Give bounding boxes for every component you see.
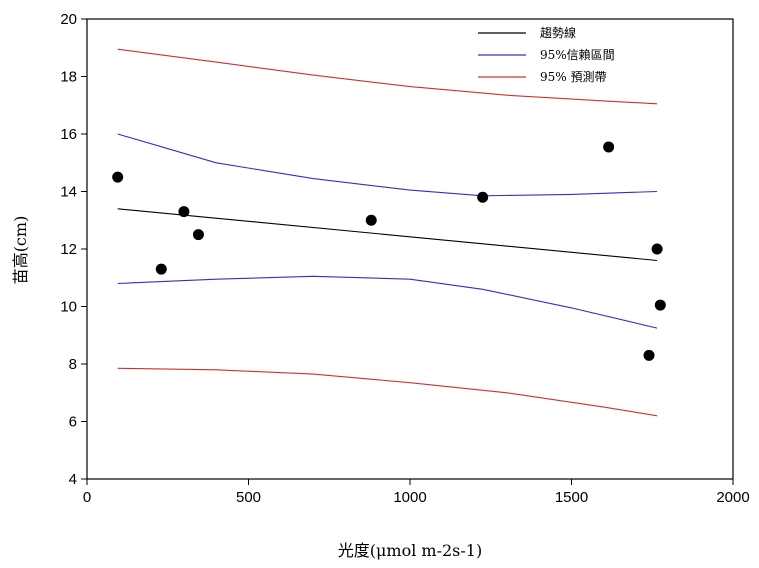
x-tick-label: 2000: [716, 489, 749, 506]
plot-frame: [86, 18, 734, 480]
data-point: [643, 349, 655, 361]
data-point: [603, 141, 615, 153]
series-3-lower-line: [117, 367, 658, 417]
data-point: [365, 214, 377, 226]
y-tick-label: 12: [60, 241, 77, 258]
data-point: [477, 191, 489, 203]
data-point: [654, 299, 666, 311]
y-tick-label: 4: [69, 471, 77, 488]
legend-label: 95% 預測帶: [540, 70, 607, 84]
x-tick-label: 1500: [555, 489, 588, 506]
data-point: [155, 263, 167, 275]
data-point: [178, 206, 190, 218]
x-tick-label: 0: [83, 489, 91, 506]
y-tick-label: 6: [69, 414, 77, 431]
legend: 趨勢線 95%信賴區間 95% 預測帶: [478, 25, 615, 84]
legend-label: 95%信賴區間: [540, 47, 615, 62]
series-2-line: [117, 133, 658, 197]
x-tick-label: 1000: [393, 489, 426, 506]
y-tick-label: 20: [60, 11, 77, 28]
y-tick-label: 16: [60, 126, 77, 143]
legend-label: 趨勢線: [540, 25, 576, 40]
series-2-lower-line: [117, 275, 658, 329]
series-3-line: [117, 48, 658, 105]
y-tick-label: 18: [60, 69, 77, 86]
x-tick-label: 500: [236, 489, 261, 506]
y-axis-title: 苗高(cm): [11, 216, 30, 285]
data-point: [112, 171, 124, 183]
y-tick-label: 8: [69, 356, 77, 373]
x-axis-title: 光度(μmol m-2s-1): [338, 541, 482, 560]
series-1-line: [117, 208, 658, 262]
y-tick-label: 14: [60, 184, 77, 201]
data-point: [651, 243, 663, 255]
data-point: [192, 229, 204, 241]
y-tick-label: 10: [60, 299, 77, 316]
